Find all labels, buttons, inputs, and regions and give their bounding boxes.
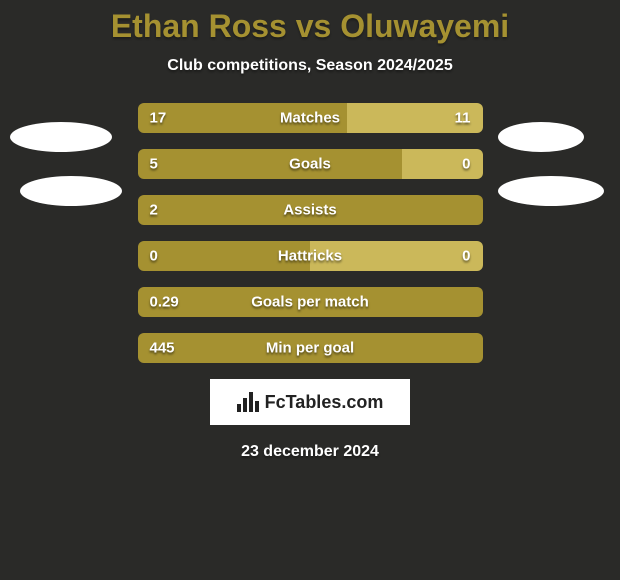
logo-box: FcTables.com — [210, 379, 410, 425]
stat-value-left: 5 — [150, 156, 158, 173]
stat-label: Hattricks — [278, 248, 342, 265]
stat-row: 5 0 Goals — [138, 149, 483, 179]
stats-container: 17 11 Matches 5 0 Goals 2 Assists 0 0 Hattricks 0.2… — [138, 103, 483, 363]
stat-value-left: 17 — [150, 110, 167, 127]
stat-label: Goals — [289, 156, 331, 173]
subtitle: Club competitions, Season 2024/2025 — [0, 57, 620, 75]
logo: FcTables.com — [237, 392, 384, 413]
stat-label: Goals per match — [251, 294, 369, 311]
bars-icon — [237, 392, 259, 412]
stat-value-right: 0 — [462, 248, 470, 265]
stat-row: 0.29 Goals per match — [138, 287, 483, 317]
bar-left — [138, 149, 403, 179]
stat-row: 2 Assists — [138, 195, 483, 225]
stat-value-right: 11 — [455, 110, 471, 127]
page-title: Ethan Ross vs Oluwayemi — [0, 0, 620, 45]
stat-row: 0 0 Hattricks — [138, 241, 483, 271]
stat-value-right: 0 — [462, 156, 470, 173]
decorative-ellipse — [20, 176, 122, 206]
stat-label: Assists — [283, 202, 336, 219]
stat-row: 445 Min per goal — [138, 333, 483, 363]
stat-value-left: 2 — [150, 202, 158, 219]
stat-row: 17 11 Matches — [138, 103, 483, 133]
stat-value-left: 445 — [150, 340, 175, 357]
decorative-ellipse — [498, 176, 604, 206]
decorative-ellipse — [10, 122, 112, 152]
stat-value-left: 0 — [150, 248, 158, 265]
decorative-ellipse — [498, 122, 584, 152]
date-line: 23 december 2024 — [0, 443, 620, 461]
stat-value-left: 0.29 — [150, 294, 179, 311]
logo-text: FcTables.com — [265, 392, 384, 413]
stat-label: Matches — [280, 110, 340, 127]
stat-label: Min per goal — [266, 340, 354, 357]
